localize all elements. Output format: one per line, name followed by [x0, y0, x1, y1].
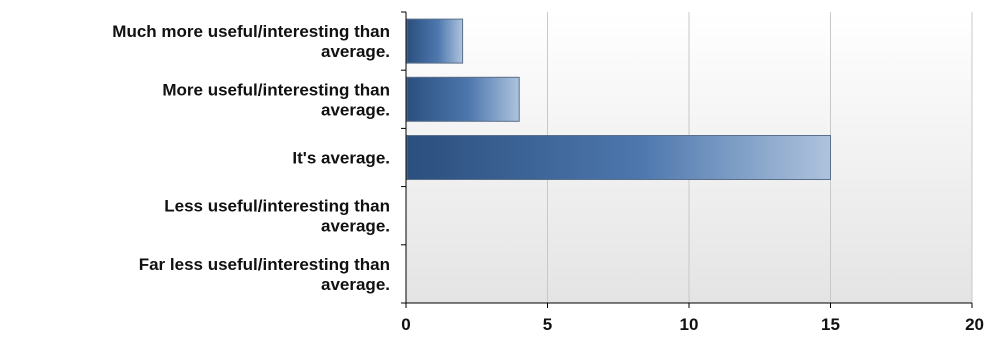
- axes: [401, 11, 973, 308]
- x-tick-label: 20: [965, 315, 984, 334]
- x-tick-label: 15: [821, 315, 840, 334]
- bar: [406, 76, 520, 122]
- category-label: It's average.: [292, 149, 390, 168]
- category-labels: Much more useful/interesting thanaverage…: [112, 22, 390, 294]
- bars: [406, 18, 831, 180]
- category-label: Far less useful/interesting than: [139, 255, 390, 274]
- category-label: average.: [321, 275, 390, 294]
- bar: [406, 18, 464, 64]
- category-label: average.: [321, 100, 390, 119]
- category-label: average.: [321, 42, 390, 61]
- x-tick-label: 0: [401, 315, 410, 334]
- category-label: Less useful/interesting than: [164, 197, 390, 216]
- x-tick-label: 10: [680, 315, 699, 334]
- category-label: More useful/interesting than: [162, 80, 390, 99]
- category-label: Much more useful/interesting than: [112, 22, 390, 41]
- bar: [406, 135, 831, 180]
- x-tick-label: 5: [543, 315, 552, 334]
- x-tick-labels: 0 5 10 15 20: [401, 315, 984, 334]
- category-label: average.: [321, 217, 390, 236]
